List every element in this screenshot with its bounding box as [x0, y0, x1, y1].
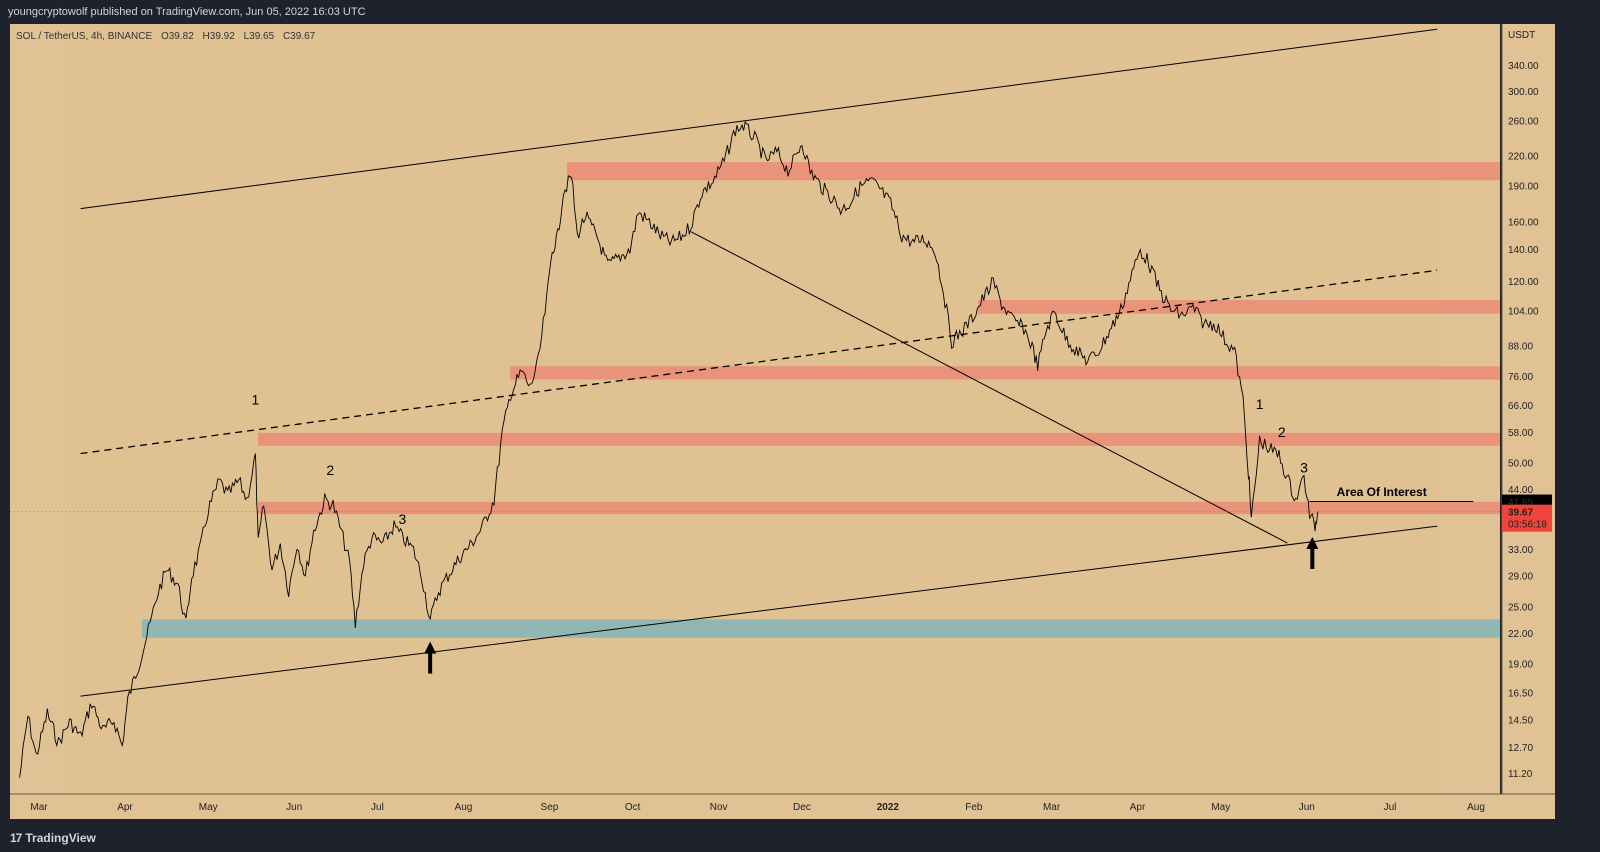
tradingview-brand: TradingView: [25, 831, 96, 845]
time-tick-label: Feb: [965, 802, 983, 813]
resistance-zone: [510, 366, 1500, 380]
price-axis-unit: USDT: [1508, 30, 1535, 41]
trendline: [80, 525, 1438, 697]
time-tick-label: Apr: [117, 802, 133, 813]
chart-area[interactable]: 1 2 3 1 2 3 Area Of Interest USDT 11.20 12.70 14.5…: [10, 24, 1590, 819]
time-tick-label: May: [1211, 802, 1230, 813]
time-axis[interactable]: [10, 794, 1555, 819]
price-series-line: [19, 120, 1319, 778]
price-tick-label: 33.00: [1508, 545, 1533, 556]
price-tick-label: 88.00: [1508, 341, 1533, 352]
price-tick-label: 340.00: [1508, 61, 1539, 72]
time-tick-label: Mar: [30, 802, 48, 813]
time-tick-label: Aug: [1467, 802, 1485, 813]
price-tick-label: 160.00: [1508, 217, 1539, 228]
price-marker-41: 41.65: [1508, 498, 1533, 509]
legend-high: H39.92: [202, 31, 235, 42]
symbol-legend: SOL / TetherUS, 4h, BINANCE O39.82 H39.9…: [16, 31, 321, 42]
price-tick-label: 19.00: [1508, 659, 1533, 670]
resistance-zone: [258, 501, 1500, 515]
legend-close: C39.67: [282, 31, 316, 42]
price-tick-label: 140.00: [1508, 245, 1539, 256]
time-tick-label: Jun: [286, 802, 302, 813]
price-tick-label: 11.20: [1508, 769, 1533, 780]
last-price-value: 39.67: [1508, 508, 1533, 519]
trendline: [690, 231, 1288, 544]
time-tick-label: 2022: [877, 802, 900, 813]
price-axis[interactable]: [1502, 24, 1555, 794]
wave-label-1: 1: [1256, 396, 1264, 412]
time-tick-label: Oct: [625, 802, 641, 813]
price-tick-label: 66.00: [1508, 401, 1533, 412]
price-tick-label: 104.00: [1508, 307, 1539, 318]
bar-countdown: 03:56:18: [1508, 520, 1547, 531]
last-price-box: [1502, 504, 1552, 532]
tradingview-logo-icon: 17: [10, 831, 22, 845]
trendline: [80, 28, 1438, 210]
price-tick-label: 29.00: [1508, 572, 1533, 583]
price-tick-label: 14.50: [1508, 715, 1533, 726]
trendline: [80, 269, 1438, 455]
publisher-bar: youngcryptowolf published on TradingView…: [0, 0, 1600, 24]
publisher-text: youngcryptowolf published on TradingView…: [8, 6, 366, 18]
price-tick-label: 220.00: [1508, 151, 1539, 162]
price-tick-label: 16.50: [1508, 689, 1533, 700]
time-tick-label: Mar: [1043, 802, 1061, 813]
support-zone: [142, 619, 1500, 638]
price-tick-label: 22.00: [1508, 629, 1533, 640]
price-tick-label: 120.00: [1508, 277, 1539, 288]
price-tick-label: 300.00: [1508, 87, 1539, 98]
price-tick-label: 12.70: [1508, 743, 1533, 754]
up-arrow-icon: [1306, 537, 1319, 570]
up-arrow-icon: [424, 641, 437, 674]
time-tick-label: Jun: [1299, 802, 1315, 813]
time-tick-label: Sep: [541, 802, 559, 813]
time-tick-label: Jul: [371, 802, 384, 813]
price-tick-label: 25.00: [1508, 602, 1533, 613]
wave-label-2: 2: [326, 462, 334, 478]
legend-low: L39.65: [243, 31, 275, 42]
time-tick-label: Aug: [455, 802, 473, 813]
resistance-zone: [258, 432, 1500, 446]
wave-label-2: 2: [1278, 424, 1286, 440]
legend-symbol: SOL / TetherUS, 4h, BINANCE: [16, 31, 153, 42]
time-tick-label: Apr: [1130, 802, 1146, 813]
price-tick-label: 58.00: [1508, 428, 1533, 439]
resistance-zone: [567, 162, 1500, 181]
wave-label-1: 1: [251, 391, 259, 407]
time-tick-label: Nov: [710, 802, 728, 813]
time-tick-label: May: [199, 802, 218, 813]
price-tick-label: 50.00: [1508, 459, 1533, 470]
area-of-interest-label: Area Of Interest: [1337, 485, 1427, 499]
time-tick-label: Jul: [1384, 802, 1397, 813]
legend-open: O39.82: [160, 31, 194, 42]
time-tick-label: Dec: [793, 802, 811, 813]
tradingview-logo[interactable]: 17 TradingView: [10, 831, 96, 845]
wave-label-3: 3: [399, 511, 407, 527]
price-tick-label: 76.00: [1508, 372, 1533, 383]
footer: 17 TradingView: [0, 825, 1600, 852]
price-tick-label: 190.00: [1508, 182, 1539, 193]
chart-panel: [68, 24, 1440, 794]
price-tick-label: 44.00: [1508, 485, 1533, 496]
resistance-zone: [978, 300, 1500, 314]
price-tick-label: 260.00: [1508, 117, 1539, 128]
wave-label-3: 3: [1300, 460, 1308, 476]
